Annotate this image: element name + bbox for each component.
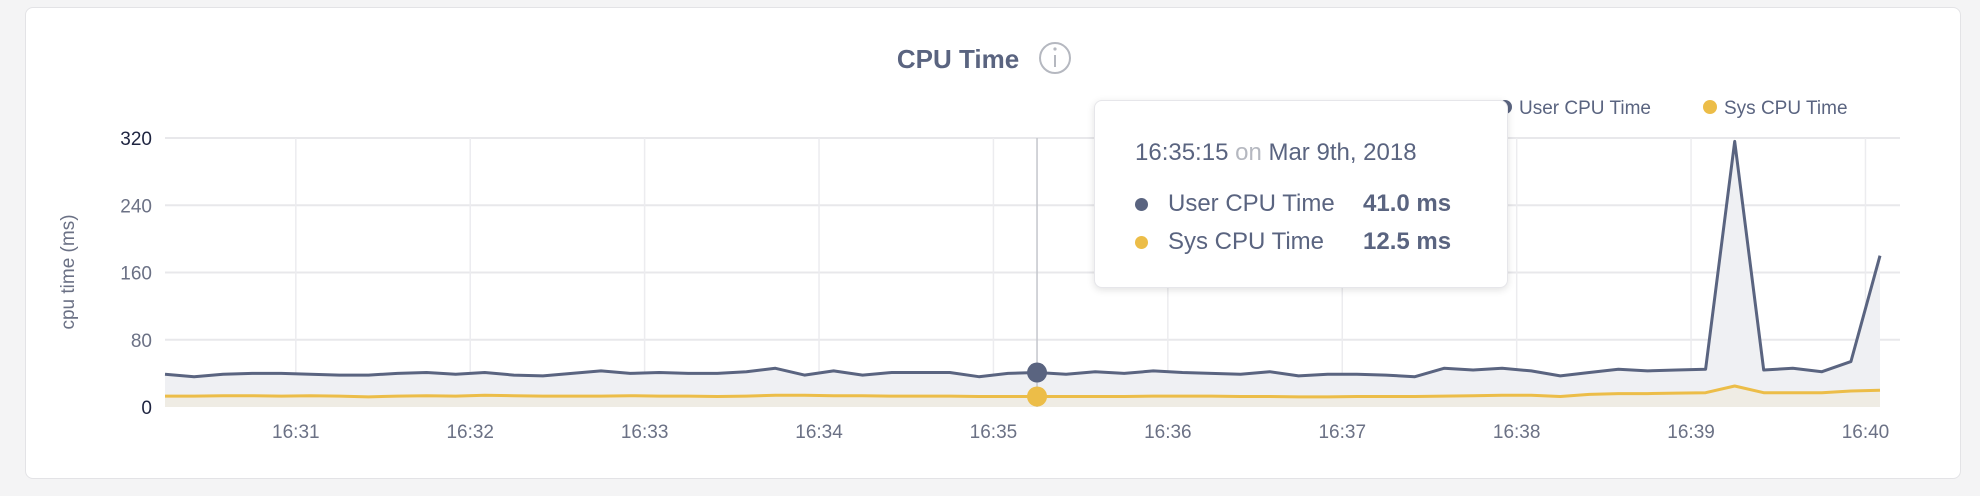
info-icon[interactable] xyxy=(1039,42,1071,74)
x-tick-label: 16:37 xyxy=(1318,422,1366,443)
x-tick-label: 16:35 xyxy=(970,422,1018,443)
x-tick-label: 16:38 xyxy=(1493,422,1541,443)
sys-dot-icon xyxy=(1135,235,1148,249)
series-area-user xyxy=(165,141,1880,407)
tooltip-series-value: 41.0 ms xyxy=(1363,190,1452,217)
user-dot-icon xyxy=(1135,197,1148,211)
hover-point xyxy=(1027,362,1048,383)
legend-label: Sys CPU Time xyxy=(1724,98,1848,119)
tooltip: 16:35:15 on Mar 9th, 2018 User CPU Time … xyxy=(1094,100,1508,288)
x-tick-label: 16:40 xyxy=(1842,422,1890,443)
series-line-sys xyxy=(165,384,1881,399)
x-tick-label: 16:39 xyxy=(1667,422,1715,443)
chart-title: CPU Time xyxy=(897,44,1019,74)
x-tick-label: 16:31 xyxy=(272,422,320,443)
y-tick-label: 160 xyxy=(120,264,152,285)
x-tick-label: 16:32 xyxy=(446,422,494,443)
tooltip-series-name: User CPU Time xyxy=(1168,190,1335,217)
tooltip-series-value: 12.5 ms xyxy=(1363,228,1452,255)
tooltip-series-name: Sys CPU Time xyxy=(1168,228,1325,255)
tooltip-date: Mar 9th, 2018 xyxy=(1268,139,1417,166)
tooltip-on: on xyxy=(1235,139,1262,166)
legend-dot-icon xyxy=(1703,100,1717,114)
legend-label: User CPU Time xyxy=(1519,98,1651,119)
y-tick-label: 80 xyxy=(131,331,152,352)
tooltip-time: 16:35:15 xyxy=(1135,139,1229,166)
y-axis-label: cpu time (ms) xyxy=(58,214,79,329)
y-tick-label: 0 xyxy=(141,398,152,419)
y-tick-label: 240 xyxy=(120,196,152,217)
y-tick-label: 320 xyxy=(120,129,152,150)
x-tick-label: 16:33 xyxy=(621,422,669,443)
series-line-user xyxy=(164,139,1882,379)
x-tick-label: 16:36 xyxy=(1144,422,1192,443)
x-tick-label: 16:34 xyxy=(795,422,843,443)
hover-point xyxy=(1027,386,1048,407)
tooltip-row-sys: Sys CPU Time 12.5 ms xyxy=(1135,223,1507,261)
tooltip-row-user: User CPU Time 41.0 ms xyxy=(1135,185,1507,223)
